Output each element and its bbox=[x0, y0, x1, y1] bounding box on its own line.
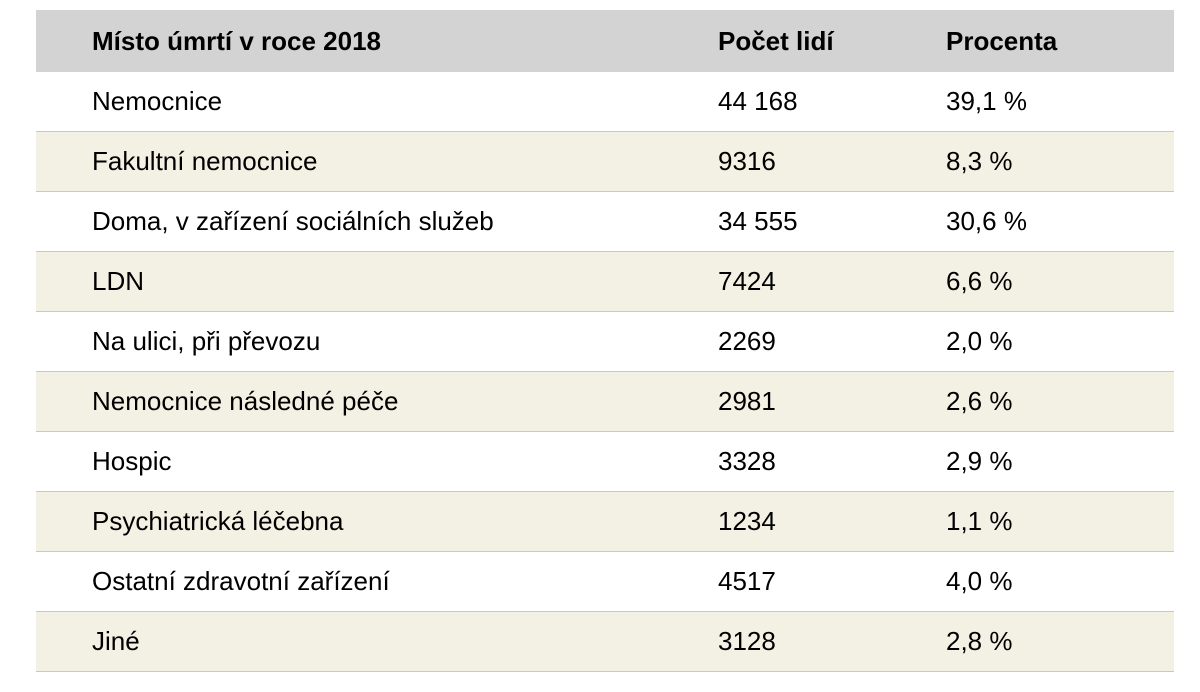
table-row: Ostatní zdravotní zařízení 4517 4,0 % bbox=[36, 552, 1174, 612]
row-place: Nemocnice následné péče bbox=[92, 386, 399, 416]
row-percent: 30,6 % bbox=[946, 206, 1027, 236]
row-count: 3128 bbox=[718, 626, 776, 656]
row-count: 9316 bbox=[718, 146, 776, 176]
row-count: 7424 bbox=[718, 266, 776, 296]
table-row: Doma, v zařízení sociálních služeb 34 55… bbox=[36, 192, 1174, 252]
row-place: Jiné bbox=[92, 626, 140, 656]
row-percent: 2,0 % bbox=[946, 326, 1013, 356]
table-header: Místo úmrtí v roce 2018 Počet lidí Proce… bbox=[36, 10, 1174, 72]
row-percent: 6,6 % bbox=[946, 266, 1013, 296]
row-place: Nemocnice bbox=[92, 86, 223, 116]
header-place: Místo úmrtí v roce 2018 bbox=[92, 25, 381, 56]
table-row: Nemocnice 44 168 39,1 % bbox=[36, 72, 1174, 132]
row-count: 1234 bbox=[718, 506, 776, 536]
row-percent: 2,9 % bbox=[946, 446, 1013, 476]
row-percent: 2,8 % bbox=[946, 626, 1013, 656]
row-count: 4517 bbox=[718, 566, 776, 596]
row-percent: 8,3 % bbox=[946, 146, 1013, 176]
table-row: Na ulici, při převozu 2269 2,0 % bbox=[36, 312, 1174, 372]
table-row: LDN 7424 6,6 % bbox=[36, 252, 1174, 312]
row-place: Doma, v zařízení sociálních služeb bbox=[92, 206, 494, 236]
header-count: Počet lidí bbox=[718, 25, 834, 56]
row-percent: 39,1 % bbox=[946, 86, 1027, 116]
deaths-table: Místo úmrtí v roce 2018 Počet lidí Proce… bbox=[36, 10, 1174, 672]
row-place: Hospic bbox=[92, 446, 172, 476]
table-row: Nemocnice následné péče 2981 2,6 % bbox=[36, 372, 1174, 432]
table-row: Jiné 3128 2,8 % bbox=[36, 612, 1174, 672]
row-count: 34 555 bbox=[718, 206, 798, 236]
table-row: Hospic 3328 2,9 % bbox=[36, 432, 1174, 492]
row-percent: 1,1 % bbox=[946, 506, 1013, 536]
row-place: Na ulici, při převozu bbox=[92, 326, 321, 356]
row-place: Fakultní nemocnice bbox=[92, 146, 318, 176]
table-row: Psychiatrická léčebna 1234 1,1 % bbox=[36, 492, 1174, 552]
row-place: Ostatní zdravotní zařízení bbox=[92, 566, 390, 596]
header-percent: Procenta bbox=[946, 25, 1058, 56]
row-place: Psychiatrická léčebna bbox=[92, 506, 344, 536]
row-count: 44 168 bbox=[718, 86, 798, 116]
table-row: Fakultní nemocnice 9316 8,3 % bbox=[36, 132, 1174, 192]
row-place: LDN bbox=[92, 266, 145, 296]
row-count: 2269 bbox=[718, 326, 776, 356]
row-percent: 2,6 % bbox=[946, 386, 1013, 416]
row-count: 2981 bbox=[718, 386, 776, 416]
row-percent: 4,0 % bbox=[946, 566, 1013, 596]
row-count: 3328 bbox=[718, 446, 776, 476]
